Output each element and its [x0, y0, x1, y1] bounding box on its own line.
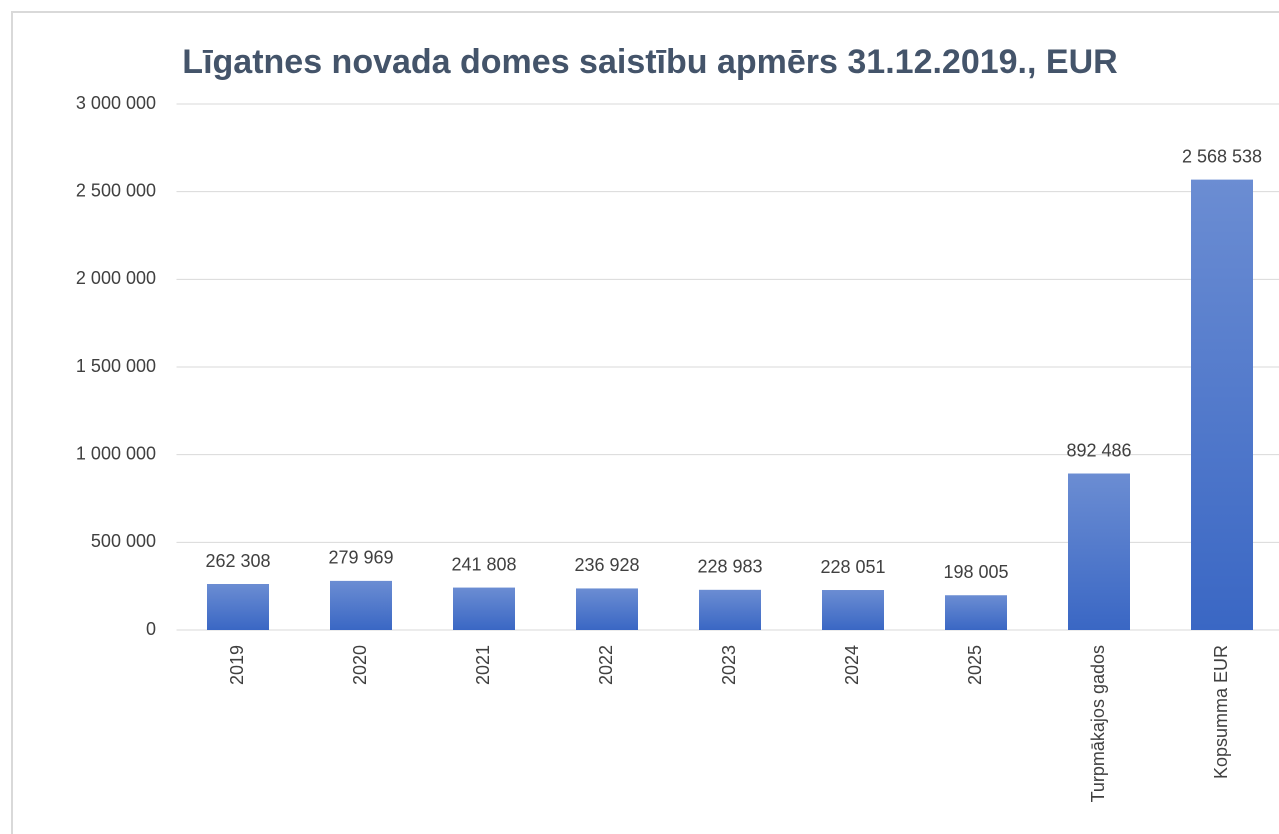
value-label: 236 928: [574, 555, 639, 575]
y-tick-label: 1 500 000: [76, 356, 156, 376]
y-tick-label: 500 000: [91, 531, 156, 551]
y-tick-label: 3 000 000: [76, 93, 156, 113]
bar-shine: [1191, 179, 1253, 631]
bar-shine: [330, 580, 392, 630]
bar-shine: [945, 595, 1007, 630]
x-tick-label: Turpmākajos gados: [1088, 645, 1108, 802]
bar-shine: [207, 584, 269, 630]
x-tick-label: 2021: [473, 645, 493, 685]
value-label: 2 568 538: [1182, 146, 1262, 166]
chart-title: Līgatnes novada domes saistību apmērs 31…: [182, 43, 1117, 81]
value-label: 228 051: [820, 557, 885, 577]
value-label: 198 005: [943, 562, 1008, 582]
y-tick-label: 2 000 000: [76, 268, 156, 288]
y-tick-label: 0: [146, 619, 156, 639]
x-tick-label: 2019: [227, 645, 247, 685]
value-label: 279 969: [328, 548, 393, 568]
bar-shine: [453, 587, 515, 630]
x-tick-label: 2025: [965, 645, 985, 685]
x-tick-label: 2023: [719, 645, 739, 685]
x-tick-label: 2020: [350, 645, 370, 685]
bar-shine: [699, 589, 761, 630]
x-tick-label: 2022: [596, 645, 616, 685]
bar-shine: [576, 588, 638, 630]
bar-shine: [1068, 473, 1130, 630]
y-tick-label: 1 000 000: [76, 443, 156, 463]
value-label: 892 486: [1066, 440, 1131, 460]
x-tick-label: Kopsumma EUR: [1211, 645, 1231, 779]
x-tick-label: 2024: [842, 645, 862, 685]
value-label: 241 808: [451, 554, 516, 574]
value-label: 228 983: [697, 557, 762, 577]
bar-shine: [822, 590, 884, 630]
y-tick-label: 2 500 000: [76, 180, 156, 200]
value-label: 262 308: [205, 551, 270, 571]
chart-frame: [11, 11, 1279, 834]
